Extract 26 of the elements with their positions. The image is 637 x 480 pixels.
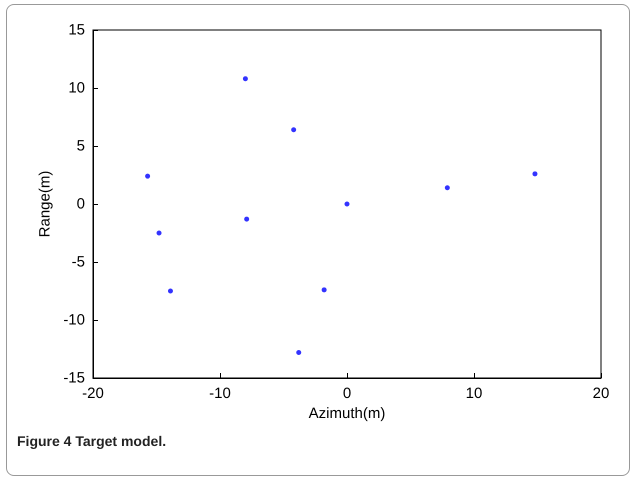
y-axis-title: Range(m) (36, 170, 54, 238)
x-tick-label: 20 (592, 385, 610, 402)
point (322, 287, 327, 292)
y-tick-label: -5 (72, 254, 85, 270)
point (444, 185, 450, 190)
point (344, 202, 350, 206)
point (145, 174, 150, 179)
y-tick-label: 5 (76, 138, 85, 154)
point (242, 76, 248, 82)
x-axis-title: Azimuth(m) (308, 405, 386, 422)
x-tick-label: -20 (82, 385, 104, 402)
y-tick-label: -15 (63, 370, 85, 386)
point (532, 171, 538, 176)
y-tick-label: -10 (63, 312, 85, 328)
x-tick-label: -10 (209, 385, 231, 402)
y-tick-label: 15 (68, 22, 85, 38)
point (291, 127, 296, 132)
point (168, 288, 173, 294)
caption: Figure 4 Target model. (17, 433, 166, 449)
point (244, 216, 250, 222)
y-tick-label: 10 (68, 80, 85, 96)
point (156, 230, 162, 236)
x-tick-label: 0 (342, 385, 352, 402)
y-tick-label: 0 (76, 196, 85, 212)
x-tick-label: 10 (466, 385, 482, 402)
point (296, 350, 302, 355)
